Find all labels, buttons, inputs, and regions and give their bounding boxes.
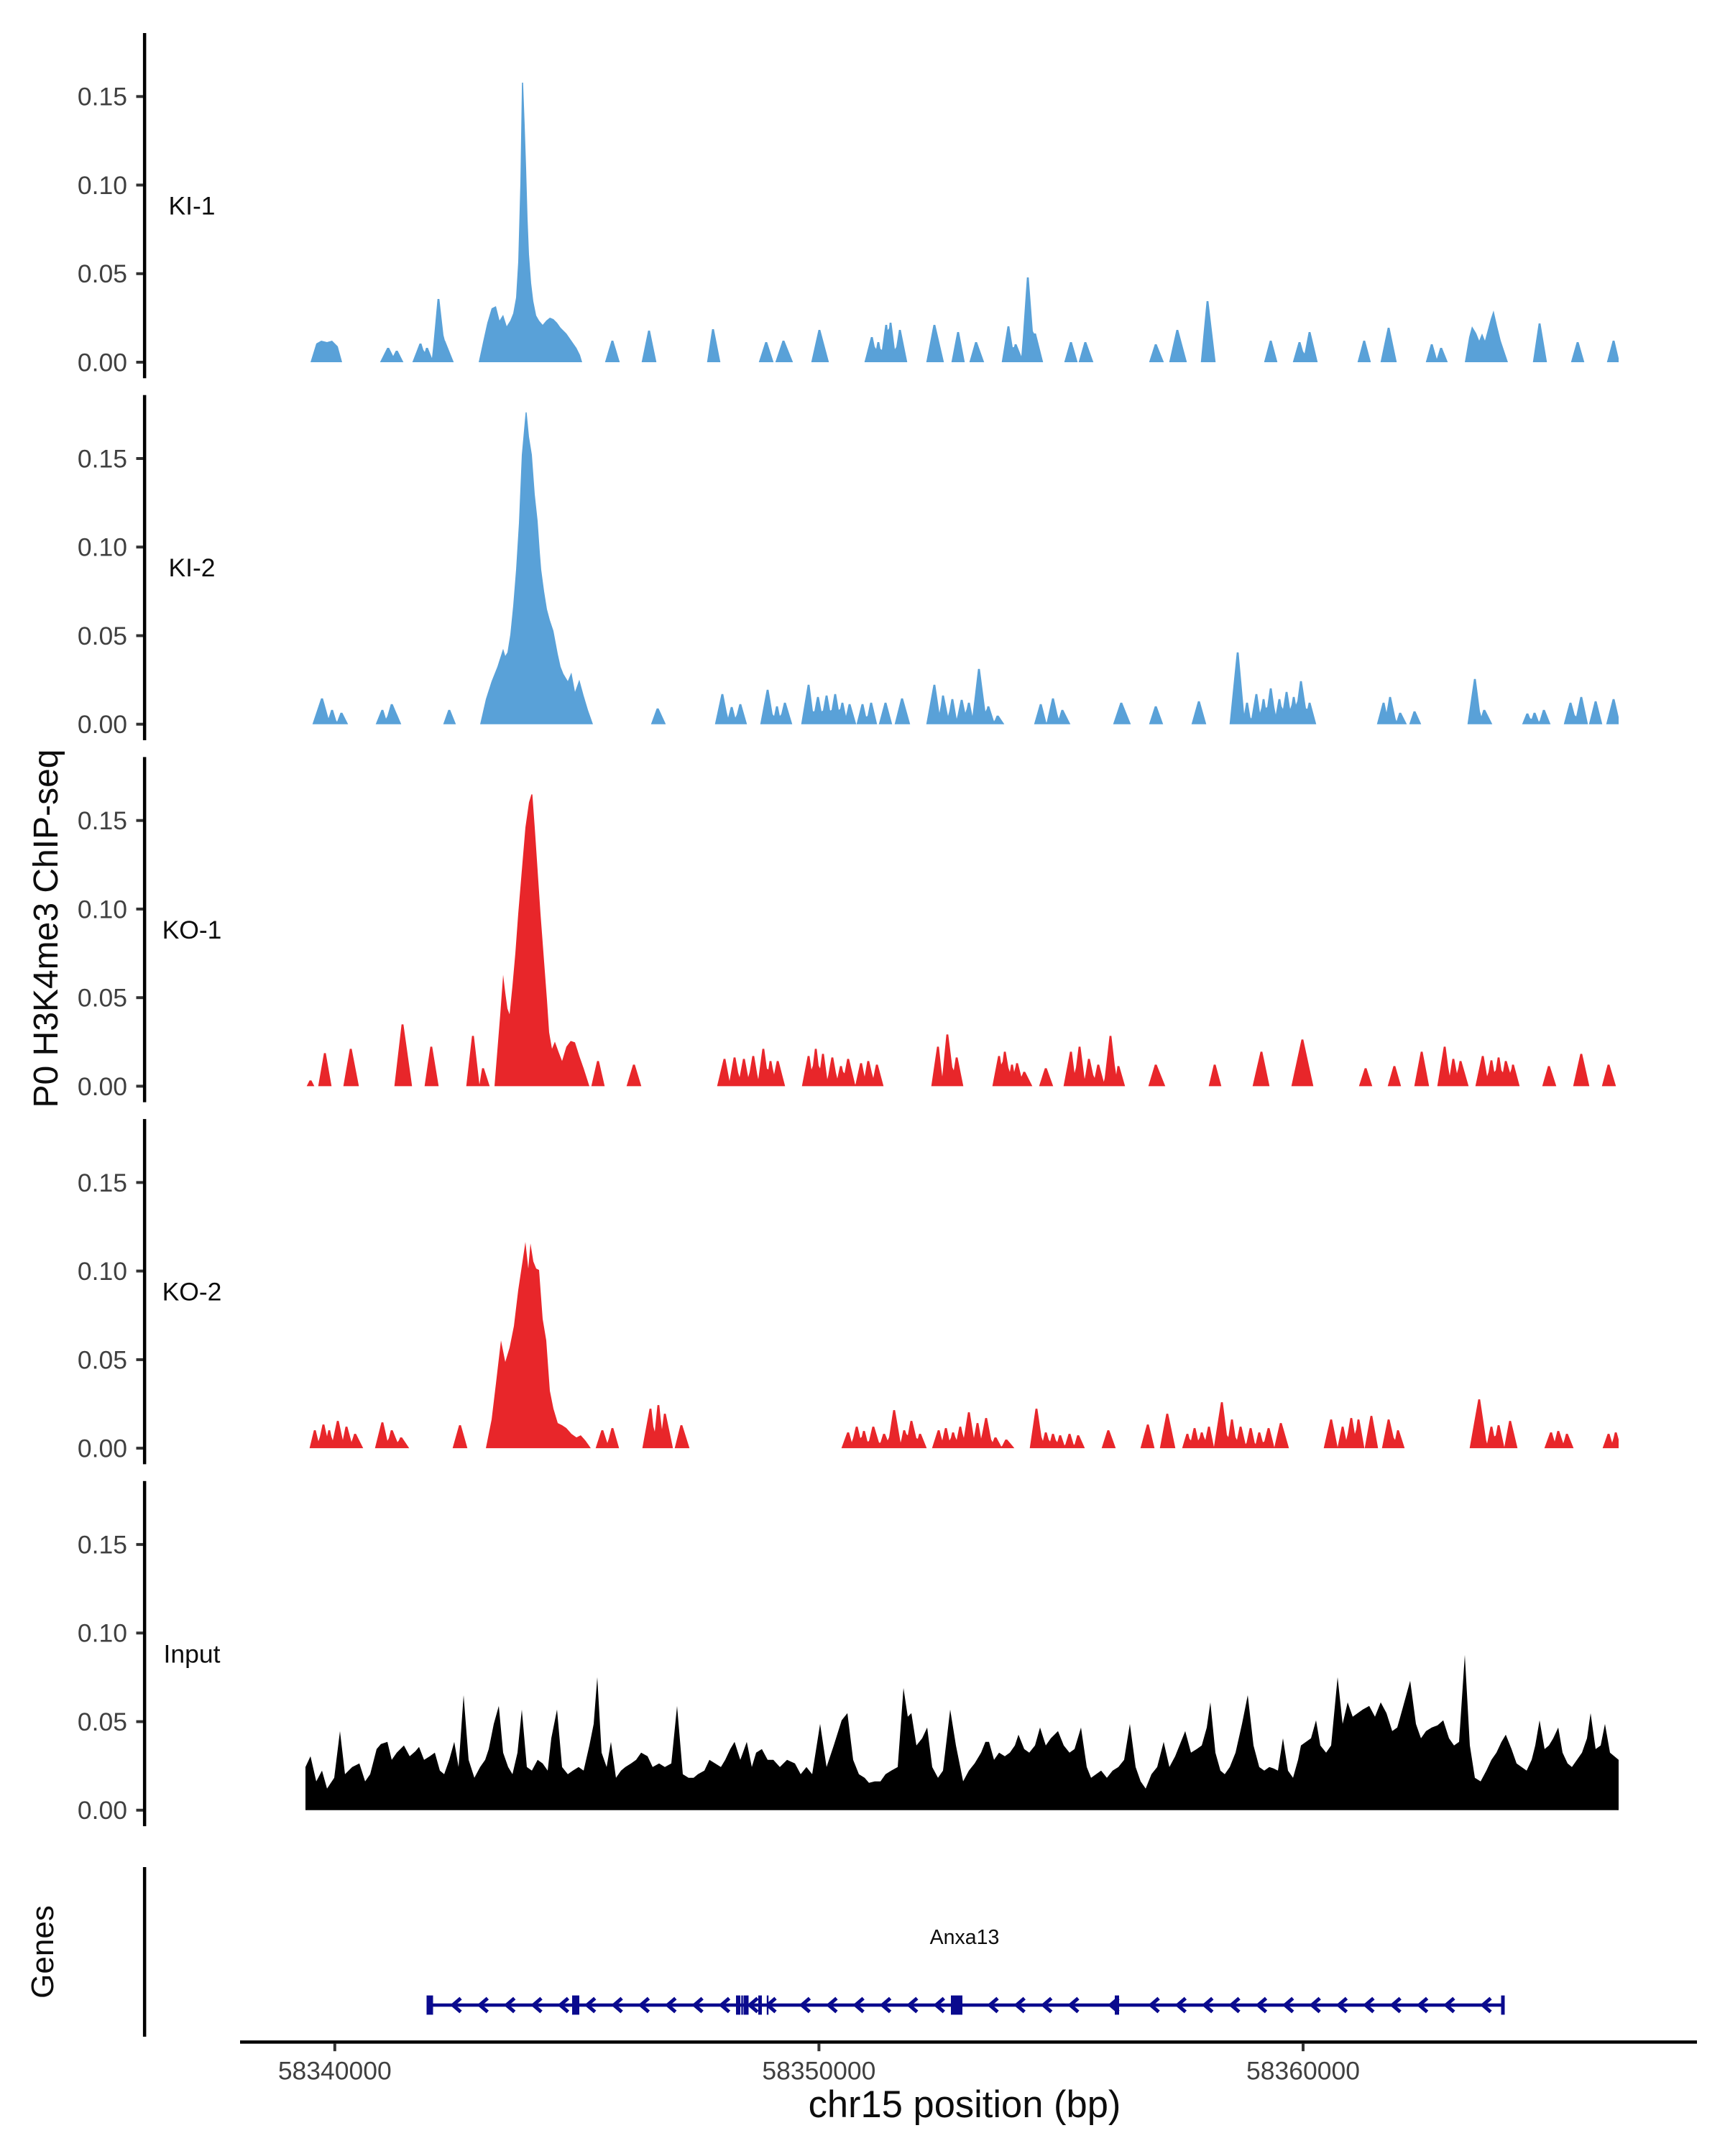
svg-text:KO-2: KO-2	[162, 1278, 222, 1307]
svg-text:Anxa13: Anxa13	[930, 1926, 1000, 1949]
svg-text:Genes: Genes	[25, 1905, 60, 1999]
svg-text:0.10: 0.10	[78, 1257, 127, 1286]
svg-text:KI-1: KI-1	[168, 192, 215, 221]
svg-text:0.05: 0.05	[78, 259, 127, 288]
svg-text:0.15: 0.15	[78, 444, 127, 473]
svg-text:chr15 position (bp): chr15 position (bp)	[809, 2083, 1121, 2126]
svg-text:KO-1: KO-1	[162, 916, 222, 944]
svg-text:0.10: 0.10	[78, 895, 127, 923]
svg-text:0.00: 0.00	[78, 348, 127, 377]
svg-text:58350000: 58350000	[762, 2057, 875, 2086]
svg-text:0.00: 0.00	[78, 710, 127, 739]
svg-text:0.15: 0.15	[78, 83, 127, 111]
svg-text:KI-2: KI-2	[168, 553, 215, 582]
svg-text:0.15: 0.15	[78, 1531, 127, 1560]
svg-text:0.05: 0.05	[78, 984, 127, 1013]
svg-text:58340000: 58340000	[278, 2057, 392, 2086]
svg-text:0.10: 0.10	[78, 533, 127, 562]
svg-text:0.10: 0.10	[78, 1619, 127, 1648]
svg-text:0.15: 0.15	[78, 806, 127, 835]
svg-text:0.00: 0.00	[78, 1796, 127, 1825]
svg-text:0.05: 0.05	[78, 622, 127, 650]
svg-text:58360000: 58360000	[1246, 2057, 1360, 2086]
svg-text:P0 H3K4me3 ChIP-seq: P0 H3K4me3 ChIP-seq	[27, 750, 65, 1108]
svg-text:0.10: 0.10	[78, 171, 127, 200]
svg-text:0.00: 0.00	[78, 1072, 127, 1101]
svg-text:0.05: 0.05	[78, 1708, 127, 1736]
svg-text:0.15: 0.15	[78, 1169, 127, 1197]
svg-text:Input: Input	[164, 1639, 221, 1668]
svg-text:0.00: 0.00	[78, 1434, 127, 1463]
svg-text:0.05: 0.05	[78, 1345, 127, 1374]
